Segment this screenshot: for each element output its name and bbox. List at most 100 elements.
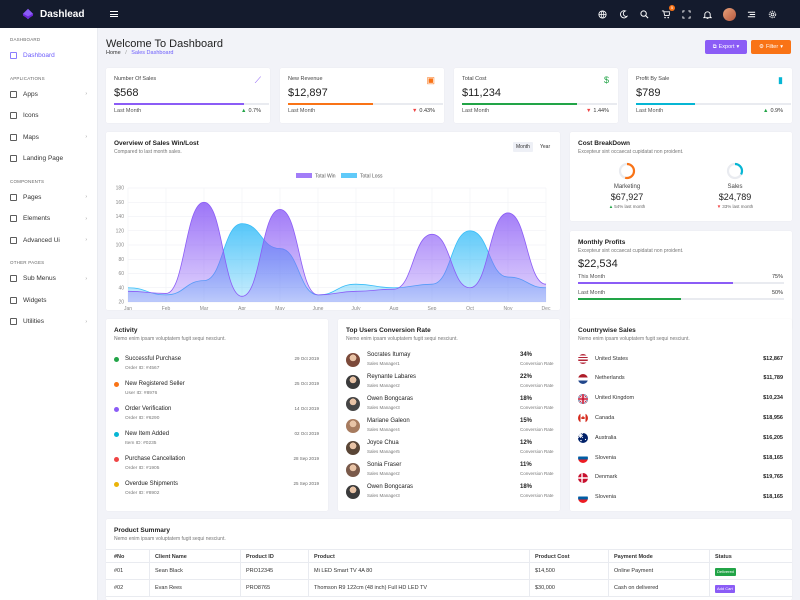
monthly-profits-card: Monthly Profits Excepteur sint occaecat … — [570, 231, 792, 330]
sidebar-section-title: DASHBOARD — [10, 37, 41, 42]
moon-icon[interactable] — [618, 9, 629, 20]
user-avatar — [346, 485, 360, 499]
brand[interactable]: Dashlead — [0, 0, 98, 28]
sidebar-item-maps[interactable]: Maps › — [0, 127, 97, 149]
cart-icon[interactable]: 5 — [660, 4, 675, 20]
flag-au-icon — [578, 433, 588, 444]
stat-card: Total Cost $11,234 $ Last Month ▼ 1.44% — [454, 68, 618, 123]
sidebar-item-dashboard[interactable]: Dashboard — [0, 45, 97, 67]
bell-icon[interactable] — [702, 9, 713, 20]
tab-year[interactable]: Year — [540, 144, 551, 150]
x-tick-label: Mar — [200, 306, 209, 310]
user-avatar — [346, 463, 360, 477]
sidebar-item-widgets[interactable]: Widgets — [0, 290, 97, 312]
x-tick-label: June — [313, 306, 324, 310]
table-row[interactable]: #02 Evan Rees PRO8765 Thomson R9 122cm (48 … — [106, 580, 792, 597]
overview-title: Overview of Sales Win/Lost — [114, 140, 199, 147]
activity-title: Purchase Cancellation — [125, 456, 186, 462]
cost-item: Marketing $67,927 ▲54% last month — [587, 162, 667, 209]
user-name: Mariane Galeon — [367, 418, 410, 424]
filter-button[interactable]: ⚙ Filter ▾ — [751, 40, 791, 54]
column-header: Product — [314, 553, 335, 560]
user-role: Sales Manager3 — [367, 493, 400, 498]
menu-toggle-icon[interactable] — [110, 11, 118, 17]
sidebar-item-advanced-ui[interactable]: Advanced Ui › — [0, 230, 97, 252]
activity-dot — [114, 432, 119, 437]
sidebar-item-icon — [10, 275, 17, 283]
cost-note: ▼33% last month — [695, 204, 775, 209]
sidebar-item-icon — [10, 155, 17, 163]
user-avatar[interactable] — [723, 7, 736, 21]
fullscreen-icon[interactable] — [681, 9, 692, 20]
profit-row-pct: 50% — [771, 290, 783, 296]
user-role: Sales Manager2 — [367, 471, 400, 476]
column-header: Payment Mode — [614, 553, 653, 560]
sidebar-item-sub-menus[interactable]: Sub Menus › — [0, 268, 97, 290]
country-name: Netherlands — [595, 375, 625, 382]
breadcrumb-current: Sales Dashboard — [131, 50, 174, 56]
caret-down-icon: ▾ — [780, 44, 783, 50]
right-menu-icon[interactable] — [746, 9, 757, 20]
sidebar-item-icons[interactable]: Icons — [0, 105, 97, 127]
activity-date: 02 Oct 2019 — [294, 431, 319, 436]
column-header: Client Name — [155, 553, 187, 560]
country-value: $18,165 — [763, 494, 783, 501]
sidebar-item-icon — [10, 215, 17, 223]
globe-icon[interactable] — [597, 9, 608, 20]
export-label: Export — [718, 44, 735, 50]
sidebar-item-label: Dashboard — [23, 52, 55, 60]
sidebar-item-pages[interactable]: Pages › — [0, 187, 97, 209]
tab-month[interactable]: Month — [513, 142, 533, 152]
filter-icon: ⚙ — [759, 44, 764, 50]
export-button[interactable]: ⧉ Export ▾ — [705, 40, 747, 54]
stat-value: $789 — [636, 87, 661, 99]
user-avatar — [346, 419, 360, 433]
x-tick-label: Feb — [162, 306, 171, 310]
cost-donut — [726, 162, 744, 180]
legend-swatch — [341, 173, 357, 178]
user-name: Sonia Fraser — [367, 462, 402, 468]
stat-change-value: 0.7% — [248, 108, 261, 114]
sidebar-item-apps[interactable]: Apps › — [0, 84, 97, 106]
sidebar-item-elements[interactable]: Elements › — [0, 208, 97, 230]
y-tick-label: 140 — [116, 214, 125, 220]
status-badge[interactable]: Delivered — [715, 567, 736, 576]
settings-gear-icon[interactable] — [767, 9, 778, 20]
stat-label: Profit By Sale — [636, 76, 670, 82]
stat-period: Last Month — [288, 108, 316, 114]
status-badge[interactable]: Add Cart — [715, 584, 735, 593]
stat-change: ▼ 0.43% — [412, 108, 435, 114]
activity-title: Order Verification — [125, 406, 172, 412]
table-cell: #02 — [114, 585, 124, 591]
stat-change: ▲ 0.9% — [763, 108, 783, 114]
stat-change-value: 0.43% — [419, 108, 435, 114]
country-name: United Kingdom — [595, 395, 635, 402]
search-icon[interactable] — [639, 9, 650, 20]
table-row[interactable]: #01 Sean Black PRO12345 Mi LED Smart TV 4A … — [106, 563, 792, 580]
user-avatar — [346, 441, 360, 455]
flag-si-icon — [578, 453, 588, 463]
sidebar-item-icon — [10, 112, 17, 120]
sidebar-item-landing-page[interactable]: Landing Page — [0, 148, 97, 170]
stat-progress-bar — [114, 103, 269, 105]
breadcrumb: Home / Sales Dashboard — [106, 50, 173, 56]
sidebar-item-utilities[interactable]: Utilities › — [0, 311, 97, 333]
flag-dk-icon — [578, 472, 588, 483]
y-tick-label: 180 — [116, 186, 125, 192]
profit-row-label: Last Month — [578, 290, 606, 296]
signal-icon: ▮ — [778, 75, 783, 85]
sidebar-item-label: Icons — [23, 112, 39, 120]
user-rate-note: Conversion Rate — [520, 449, 554, 454]
user-name: Owen Bongcaras — [367, 484, 414, 490]
sidebar-item-icon — [10, 318, 17, 326]
stat-progress-bar — [636, 103, 791, 105]
sidebar-item-label: Pages — [23, 193, 42, 201]
y-tick-label: 20 — [118, 300, 124, 306]
breadcrumb-home[interactable]: Home — [106, 50, 121, 56]
user-name: Socrates Itumay — [367, 352, 411, 358]
sidebar-item-label: Widgets — [23, 296, 47, 304]
cost-value: $67,927 — [610, 192, 644, 202]
brand-logo-icon — [22, 8, 34, 20]
table-cell: #01 — [114, 568, 124, 574]
sidebar-item-icon — [10, 90, 17, 98]
